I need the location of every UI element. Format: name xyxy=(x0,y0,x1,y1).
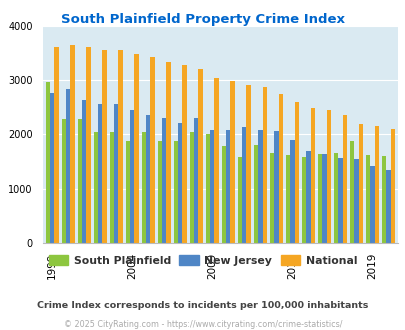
Bar xyxy=(369,166,373,243)
Bar xyxy=(381,156,385,243)
Bar xyxy=(305,151,310,243)
Text: © 2025 CityRating.com - https://www.cityrating.com/crime-statistics/: © 2025 CityRating.com - https://www.city… xyxy=(64,319,341,329)
Bar xyxy=(146,115,150,243)
Bar xyxy=(157,142,162,243)
Bar xyxy=(86,47,91,243)
Bar xyxy=(173,141,177,243)
Bar xyxy=(253,145,258,243)
Bar xyxy=(364,155,369,243)
Bar xyxy=(50,93,54,243)
Bar xyxy=(342,115,346,243)
Bar xyxy=(337,158,342,243)
Bar xyxy=(166,61,171,243)
Bar xyxy=(373,126,378,243)
Bar xyxy=(198,69,202,243)
Bar xyxy=(269,153,273,243)
Bar xyxy=(62,119,66,243)
Bar xyxy=(358,124,362,243)
Text: South Plainfield Property Crime Index: South Plainfield Property Crime Index xyxy=(61,13,344,26)
Bar xyxy=(317,154,321,243)
Bar xyxy=(262,87,266,243)
Bar xyxy=(130,110,134,243)
Bar xyxy=(109,132,114,243)
Bar xyxy=(326,110,330,243)
Bar xyxy=(349,142,353,243)
Bar xyxy=(230,81,234,243)
Bar xyxy=(214,78,218,243)
Bar xyxy=(237,157,241,243)
Bar xyxy=(321,154,326,243)
Text: Crime Index corresponds to incidents per 100,000 inhabitants: Crime Index corresponds to incidents per… xyxy=(37,301,368,310)
Bar xyxy=(273,131,278,243)
Bar xyxy=(221,146,226,243)
Bar xyxy=(134,54,139,243)
Bar xyxy=(241,127,246,243)
Bar xyxy=(182,65,187,243)
Bar xyxy=(390,129,394,243)
Bar xyxy=(285,155,289,243)
Bar xyxy=(209,130,214,243)
Bar xyxy=(258,130,262,243)
Bar xyxy=(385,170,390,243)
Bar xyxy=(150,57,155,243)
Bar xyxy=(310,108,314,243)
Bar xyxy=(205,134,209,243)
Bar xyxy=(45,82,50,243)
Bar xyxy=(102,50,107,243)
Bar xyxy=(125,142,130,243)
Bar xyxy=(246,85,250,243)
Bar xyxy=(54,47,59,243)
Bar xyxy=(141,132,146,243)
Bar xyxy=(278,94,282,243)
Bar xyxy=(353,159,358,243)
Bar xyxy=(118,50,123,243)
Bar xyxy=(98,104,102,243)
Bar xyxy=(93,132,98,243)
Bar xyxy=(333,153,337,243)
Bar xyxy=(189,132,194,243)
Bar xyxy=(294,102,298,243)
Bar xyxy=(70,45,75,243)
Bar xyxy=(226,130,230,243)
Legend: South Plainfield, New Jersey, National: South Plainfield, New Jersey, National xyxy=(44,251,361,270)
Bar xyxy=(194,118,198,243)
Bar xyxy=(177,122,182,243)
Bar xyxy=(114,104,118,243)
Bar xyxy=(301,157,305,243)
Bar xyxy=(289,141,294,243)
Bar xyxy=(162,118,166,243)
Bar xyxy=(82,100,86,243)
Bar xyxy=(66,88,70,243)
Bar xyxy=(77,119,82,243)
